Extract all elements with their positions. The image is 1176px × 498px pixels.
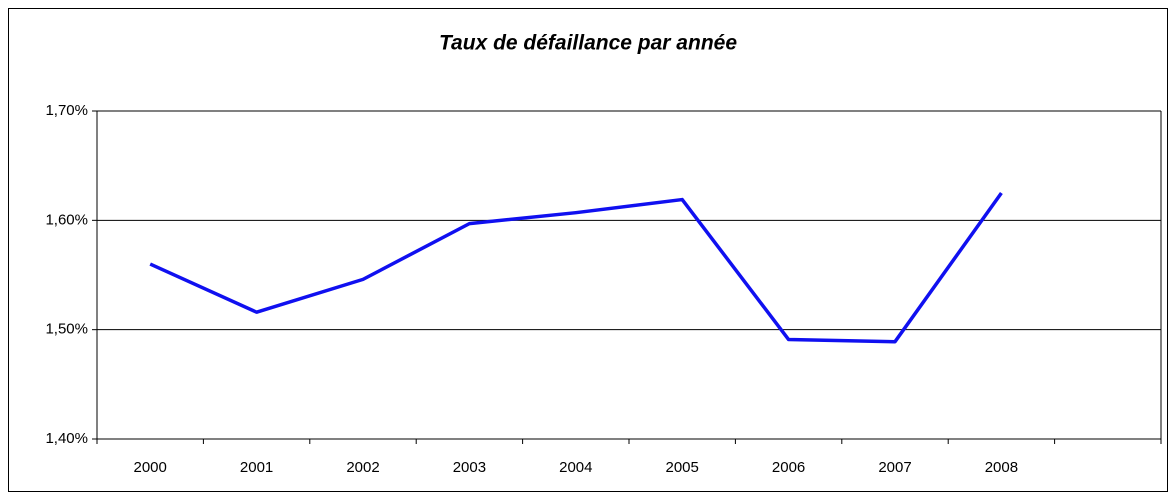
y-tick-label: 1,70% xyxy=(45,102,88,119)
chart-frame xyxy=(8,8,1168,492)
x-tick-label: 2007 xyxy=(878,459,911,476)
x-tick-label: 2001 xyxy=(240,459,273,476)
y-tick-label: 1,50% xyxy=(45,321,88,338)
y-tick-label: 1,60% xyxy=(45,211,88,228)
y-tick-label: 1,40% xyxy=(45,430,88,447)
x-tick-label: 2000 xyxy=(134,459,167,476)
x-tick-label: 2004 xyxy=(559,459,592,476)
x-tick-label: 2003 xyxy=(453,459,486,476)
x-tick-label: 2005 xyxy=(666,459,699,476)
x-tick-label: 2008 xyxy=(985,459,1018,476)
chart-title: Taux de défaillance par année xyxy=(439,32,737,55)
data-line xyxy=(149,191,1003,344)
x-tick-label: 2006 xyxy=(772,459,805,476)
x-tick-label: 2002 xyxy=(346,459,379,476)
